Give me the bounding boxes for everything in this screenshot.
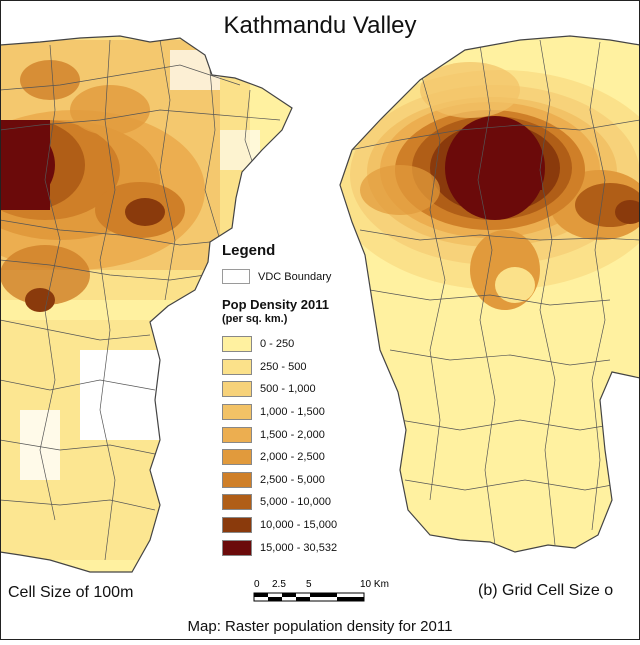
footer-caption: Map: Raster population density for 2011 [187, 618, 453, 635]
legend-class-label: 0 - 250 [260, 338, 295, 351]
legend-class-row: 500 - 1,000 [222, 378, 372, 401]
legend-class-label: 15,000 - 30,532 [260, 541, 338, 554]
vdc-boundary-label: VDC Boundary [258, 270, 332, 283]
pop-density-title: Pop Density 2011 [222, 297, 329, 312]
legend-class-row: 0 - 250 [222, 333, 372, 356]
legend-heading: Legend [222, 242, 276, 259]
legend-class-label: 5,000 - 10,000 [260, 496, 331, 509]
legend-class-list: 0 - 250 250 - 500 500 - 1,000 1,000 - 1,500… [222, 333, 372, 559]
legend-class-label: 2,000 - 2,500 [260, 451, 325, 464]
legend-class-row: 250 - 500 [222, 356, 372, 379]
legend-class-row: 5,000 - 10,000 [222, 491, 372, 514]
legend-color-swatch [222, 404, 252, 421]
legend-color-swatch [222, 539, 252, 556]
legend-color-swatch [222, 336, 252, 353]
scale-tick-10: 10 Km [360, 579, 389, 590]
scale-bar: 0 2.5 5 10 Km [252, 576, 408, 608]
legend-color-swatch [222, 358, 252, 375]
legend-color-swatch [222, 381, 252, 398]
vdc-boundary-swatch [222, 269, 250, 284]
legend-class-label: 2,500 - 5,000 [260, 473, 325, 486]
legend-class-row: 2,000 - 2,500 [222, 446, 372, 469]
legend-class-row: 2,500 - 5,000 [222, 469, 372, 492]
legend-vdc-row: VDC Boundary [222, 269, 372, 284]
legend-class-row: 15,000 - 30,532 [222, 536, 372, 559]
right-density-map [340, 36, 640, 552]
scale-tick-2-5: 2.5 [272, 579, 286, 590]
legend-class-label: 1,500 - 2,000 [260, 428, 325, 441]
legend-class-label: 500 - 1,000 [260, 383, 316, 396]
legend-class-row: 1,500 - 2,000 [222, 423, 372, 446]
legend-color-swatch [222, 517, 252, 534]
scale-tick-0: 0 [254, 579, 260, 590]
legend-color-swatch [222, 449, 252, 466]
legend-class-label: 10,000 - 15,000 [260, 519, 338, 532]
map-title: Kathmandu Valley [223, 12, 417, 39]
pop-density-unit: (per sq. km.) [222, 313, 288, 325]
caption-right: (b) Grid Cell Size o [478, 582, 614, 599]
legend-class-label: 250 - 500 [260, 360, 307, 373]
legend-class-row: 10,000 - 15,000 [222, 514, 372, 537]
caption-left: Cell Size of 100m [8, 584, 134, 601]
left-density-map [0, 36, 292, 572]
legend-class-label: 1,000 - 1,500 [260, 406, 325, 419]
legend-class-row: 1,000 - 1,500 [222, 401, 372, 424]
legend-color-swatch [222, 494, 252, 511]
legend: Legend VDC Boundary Pop Density 2011 (pe… [222, 242, 372, 559]
legend-color-swatch [222, 471, 252, 488]
legend-color-swatch [222, 426, 252, 443]
scale-tick-5: 5 [306, 579, 312, 590]
